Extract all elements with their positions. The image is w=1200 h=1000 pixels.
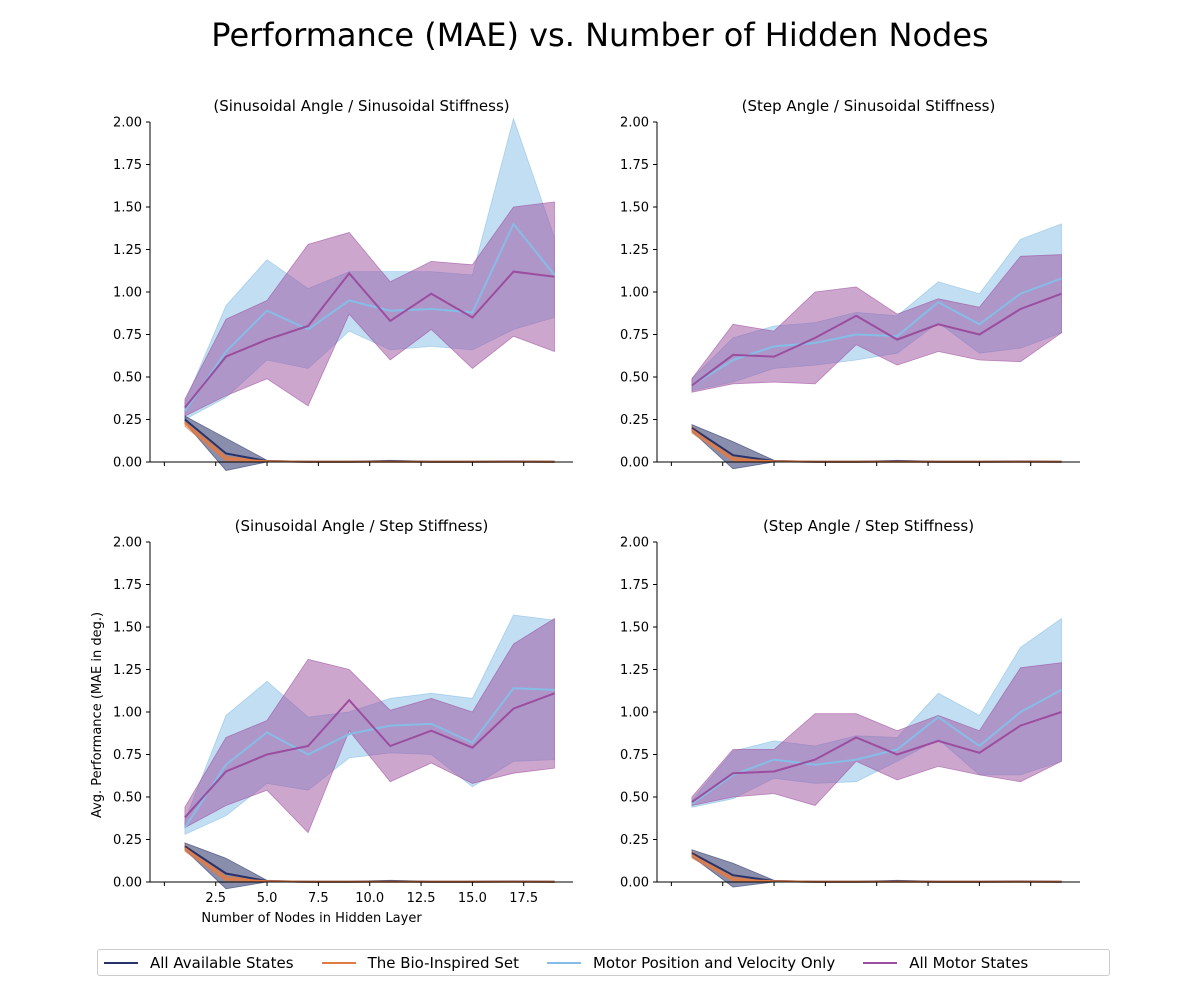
y-tick-label: 0.75 [113,328,142,343]
legend-swatch-all-available [104,961,138,964]
y-axis-label: Avg. Performance (MAE in deg.) [90,612,105,818]
subplot-title: (Sinusoidal Angle / Step Stiffness) [235,517,489,535]
band-all_motor [184,617,555,834]
y-tick-label: 1.50 [620,621,649,636]
x-tick-label: 12.5 [407,891,436,906]
y-tick-label: 0.75 [113,748,142,763]
legend-swatch-bio-inspired [321,961,356,964]
y-tick-label: 2.00 [620,116,649,131]
y-tick-label: 0.25 [113,413,142,428]
y-tick-label: 1.75 [620,578,649,593]
legend-swatch-all-motor [863,961,898,964]
figure-title: Performance (MAE) vs. Number of Hidden N… [211,16,988,54]
line-all_motor [691,711,1062,803]
y-tick-label: 0.50 [113,371,142,386]
legend-swatch-motor-pos-vel [546,961,581,964]
x-tick-label: 2.5 [205,891,226,906]
line-all_motor [691,292,1062,387]
legend-label: All Motor States [909,953,1029,972]
y-tick-label: 2.00 [113,116,142,131]
legend-item-bio-inspired: The Bio-Inspired Set [321,953,519,972]
y-tick-label: 0.50 [113,791,142,806]
subplot-title: (Step Angle / Step Stiffness) [763,517,974,535]
legend-label: Motor Position and Velocity Only [592,953,836,972]
subplot-3: (Sinusoidal Angle / Step Stiffness) 0.00 0… [90,517,573,926]
y-tick-label: 0.00 [113,456,142,471]
x-axis-label: Number of Nodes in Hidden Layer [201,911,422,926]
legend-label: All Available States [150,953,294,972]
y-tick-label: 0.00 [620,876,649,891]
panels: (Sinusoidal Angle / Sinusoidal Stiffness… [90,97,1080,926]
y-tick-label: 2.00 [620,536,649,551]
y-tick-label: 1.50 [620,201,649,216]
y-tick-label: 0.00 [620,456,649,471]
line-motor_pos_vel [691,689,1062,805]
y-tick-label: 0.75 [620,748,649,763]
line-motor_pos_vel [691,277,1062,387]
legend-label: The Bio-Inspired Set [367,953,519,972]
y-tick-label: 2.00 [113,536,142,551]
y-tick-label: 1.50 [113,621,142,636]
line-all_available [184,845,555,883]
y-tick-label: 1.25 [113,243,142,258]
y-tick-label: 1.25 [620,663,649,678]
subplot-title: (Step Angle / Sinusoidal Stiffness) [742,97,996,115]
legend-item-all-available: All Available States [104,954,294,972]
x-tick-label: 17.5 [509,891,538,906]
y-tick-label: 1.00 [113,706,142,721]
subplot-4: (Step Angle / Step Stiffness) 0.00 0.25 0.5… [620,517,1080,891]
y-tick-label: 1.75 [113,158,142,173]
y-tick-label: 0.75 [620,328,649,343]
y-tick-label: 1.25 [620,243,649,258]
line-all_motor [184,270,555,409]
legend-item-motor-pos-vel: Motor Position and Velocity Only [546,953,836,972]
y-tick-label: 0.50 [620,371,649,386]
legend-item-all-motor: All Motor States [863,954,1028,972]
band-all_motor [691,662,1062,806]
x-tick-label: 10.0 [355,891,384,906]
band-all_motor [691,254,1062,393]
legend: All Available States The Bio-Inspired Se… [97,949,1110,976]
y-tick-label: 0.00 [113,876,142,891]
line-all_motor [184,692,555,819]
line-motor_pos_vel [184,687,555,829]
subplot-2: (Step Angle / Sinusoidal Stiffness) 0.00 0… [620,97,1080,471]
y-tick-label: 1.00 [113,286,142,301]
y-tick-label: 0.50 [620,791,649,806]
y-tick-label: 0.25 [620,833,649,848]
line-motor_pos_vel [184,222,556,412]
x-tick-label: 7.5 [308,891,329,906]
y-tick-label: 1.75 [620,158,649,173]
y-tick-label: 1.25 [113,663,142,678]
band-all_motor [184,201,555,417]
y-tick-label: 0.25 [620,413,649,428]
x-tick-label: 5.0 [257,891,278,906]
y-tick-label: 1.75 [113,578,142,593]
y-tick-label: 1.00 [620,286,649,301]
line-all_available [691,852,1062,883]
x-tick-label: 15.0 [458,891,487,906]
y-tick-label: 1.50 [113,201,142,216]
line-all_available [691,427,1062,463]
y-tick-label: 0.25 [113,833,142,848]
y-tick-label: 1.00 [620,706,649,721]
subplot-title: (Sinusoidal Angle / Sinusoidal Stiffness… [213,97,509,115]
line-all_available [184,418,555,463]
subplot-1: (Sinusoidal Angle / Sinusoidal Stiffness… [113,97,573,471]
